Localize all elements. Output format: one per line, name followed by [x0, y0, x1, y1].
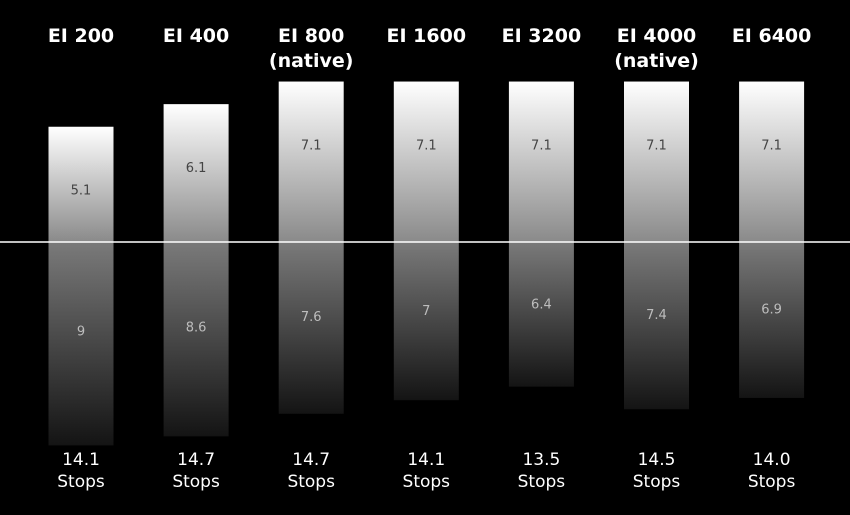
- value-label-upper-1: 6.1: [186, 161, 207, 176]
- value-label-lower-6: 6.9: [761, 303, 782, 318]
- stops-total-line: Stops: [748, 472, 796, 492]
- value-label-upper-4: 7.1: [531, 139, 552, 154]
- value-label-upper-3: 7.1: [416, 139, 437, 154]
- bar-lower-3: [393, 242, 459, 401]
- value-label-upper-2: 7.1: [301, 139, 322, 154]
- value-label-lower-5: 7.4: [646, 308, 667, 323]
- column-header-line: EI 400: [163, 25, 229, 47]
- stops-total-4: 13.5 Stops: [518, 450, 566, 492]
- bar-lower-0: [48, 242, 114, 446]
- column-header-0: EI 200: [48, 25, 114, 47]
- column-header-line: EI 1600: [387, 25, 467, 47]
- bar-upper-0: [48, 126, 114, 242]
- stops-total-line: 14.7: [177, 450, 215, 470]
- column-header-line: EI 3200: [502, 25, 582, 47]
- column-header-line: (native): [614, 50, 699, 72]
- stops-total-line: Stops: [518, 472, 566, 492]
- column-header-line: EI 4000: [617, 25, 697, 47]
- value-label-lower-1: 8.6: [186, 320, 207, 335]
- stops-total-line: 14.1: [62, 450, 100, 470]
- stops-total-line: Stops: [172, 472, 220, 492]
- column-header-2: EI 800 (native): [269, 25, 354, 72]
- stops-total-5: 14.5 Stops: [633, 450, 681, 492]
- value-label-lower-3: 7: [422, 304, 430, 319]
- bar-upper-4: [508, 81, 574, 242]
- column-header-line: EI 800: [278, 25, 344, 47]
- stops-total-line: 14.1: [407, 450, 445, 470]
- bar-upper-6: [739, 81, 805, 242]
- stops-total-line: 14.7: [292, 450, 330, 470]
- bar-upper-1: [163, 104, 229, 242]
- column-header-line: (native): [269, 50, 354, 72]
- value-label-lower-0: 9: [77, 325, 85, 340]
- stops-total-line: Stops: [287, 472, 335, 492]
- stops-total-2: 14.7 Stops: [287, 450, 335, 492]
- column-header-6: EI 6400: [732, 25, 812, 47]
- bar-lower-4: [508, 242, 574, 387]
- value-label-upper-6: 7.1: [761, 139, 782, 154]
- bar-upper-5: [624, 81, 689, 242]
- column-header-line: EI 200: [48, 25, 114, 47]
- bar-lower-6: [739, 242, 805, 398]
- bar-upper-2: [278, 81, 344, 242]
- column-header-4: EI 3200: [502, 25, 582, 47]
- value-label-lower-4: 6.4: [531, 298, 552, 313]
- bar-upper-3: [393, 81, 459, 242]
- bars-layer: [48, 81, 805, 446]
- bar-lower-2: [278, 242, 344, 414]
- value-label-lower-2: 7.6: [301, 310, 322, 325]
- value-label-upper-5: 7.1: [646, 139, 667, 154]
- stops-total-0: 14.1 Stops: [57, 450, 105, 492]
- stops-total-line: Stops: [403, 472, 451, 492]
- stops-total-line: 14.0: [753, 450, 791, 470]
- bar-lower-1: [163, 242, 229, 437]
- bar-lower-5: [624, 242, 689, 410]
- value-label-upper-0: 5.1: [71, 184, 92, 199]
- stops-total-6: 14.0 Stops: [748, 450, 796, 492]
- stops-total-3: 14.1 Stops: [403, 450, 451, 492]
- column-header-1: EI 400: [163, 25, 229, 47]
- column-header-3: EI 1600: [387, 25, 467, 47]
- stops-total-1: 14.7 Stops: [172, 450, 220, 492]
- column-header-line: EI 6400: [732, 25, 812, 47]
- stops-total-line: Stops: [57, 472, 105, 492]
- stops-total-line: 14.5: [638, 450, 676, 470]
- column-header-5: EI 4000 (native): [614, 25, 699, 72]
- stops-total-line: Stops: [633, 472, 681, 492]
- stops-total-line: 13.5: [522, 450, 560, 470]
